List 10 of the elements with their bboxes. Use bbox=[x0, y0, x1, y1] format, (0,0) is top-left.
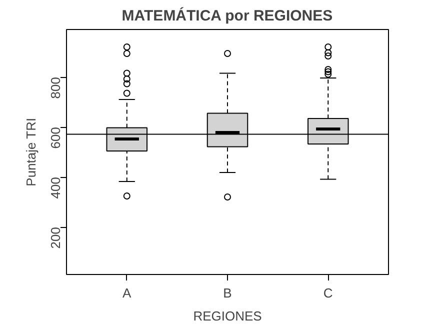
y-tick-label: 800 bbox=[48, 76, 63, 99]
chart-title: MATEMÁTICA por REGIONES bbox=[122, 6, 333, 24]
y-tick-label: 200 bbox=[48, 226, 63, 249]
y-tick-label: 400 bbox=[48, 176, 63, 199]
y-axis-title: Puntaje TRI bbox=[24, 118, 38, 186]
x-axis-title: REGIONES bbox=[193, 308, 262, 324]
x-tick-label: C bbox=[323, 286, 333, 300]
y-tick-label: 600 bbox=[48, 126, 63, 149]
x-tick-label: B bbox=[223, 286, 232, 300]
x-tick-label: A bbox=[122, 286, 132, 300]
